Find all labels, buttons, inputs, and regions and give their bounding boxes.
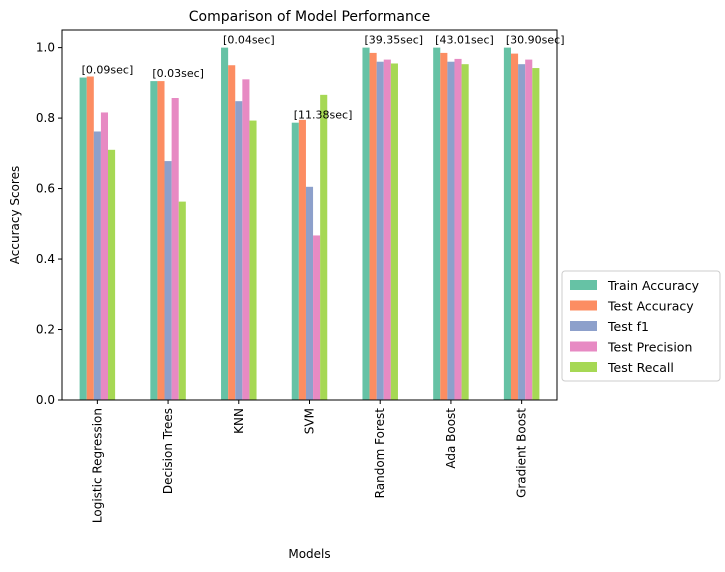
bar-test-f1-2 (235, 101, 243, 401)
bar-test-precision-3 (313, 235, 321, 400)
legend-swatch (570, 280, 597, 290)
x-axis-label: Models (288, 547, 330, 561)
time-annotation: [39.35sec] (364, 34, 423, 47)
bar-test-f1-4 (376, 61, 384, 401)
bar-test-recall-6 (532, 68, 540, 400)
bar-test-accuracy-6 (510, 53, 519, 401)
legend-label: Train Accuracy (607, 278, 700, 293)
annotations-group: [0.09sec] [0.03sec] [0.04sec] [11.38sec] [39… (82, 34, 565, 122)
legend: Train Accuracy Test Accuracy Test f1 Test P… (561, 270, 721, 382)
bar-test-accuracy-1 (157, 81, 165, 400)
bar-test-f1-3 (305, 186, 314, 400)
legend-swatch (570, 321, 597, 331)
bar-test-precision-0 (100, 112, 109, 401)
y-tick-label: 0.8 (36, 111, 55, 125)
bar-test-accuracy-3 (298, 119, 306, 401)
x-tick-label: Ada Boost (444, 408, 458, 469)
y-axis-label: Accuracy Scores (8, 166, 22, 264)
bar-train-accuracy-0 (79, 77, 87, 400)
y-tick-label: 0.2 (36, 323, 55, 337)
y-tick-label: 0.4 (36, 252, 55, 266)
x-tick-label: Gradient Boost (515, 408, 529, 498)
bars-group (79, 47, 540, 401)
bar-test-precision-5 (454, 58, 462, 401)
y-axis: 0.0 0.2 0.4 0.6 0.8 1.0 (36, 41, 62, 407)
legend-swatch (570, 341, 597, 352)
bar-test-recall-5 (461, 64, 469, 401)
bar-test-accuracy-0 (86, 76, 94, 400)
time-annotation: [30.90sec] (506, 34, 565, 47)
bar-test-precision-1 (171, 98, 179, 400)
bar-train-accuracy-4 (362, 47, 370, 401)
bar-train-accuracy-5 (433, 47, 441, 401)
y-tick-label: 0.6 (36, 182, 55, 196)
x-tick-label: Decision Trees (161, 408, 175, 494)
bar-test-recall-0 (108, 149, 116, 400)
bar-test-recall-4 (390, 63, 398, 400)
y-tick-label: 1.0 (36, 41, 55, 55)
bar-test-accuracy-5 (440, 52, 448, 401)
bar-test-f1-5 (447, 61, 455, 401)
bar-train-accuracy-2 (221, 47, 229, 401)
bar-test-precision-4 (383, 59, 391, 400)
bar-test-accuracy-4 (369, 52, 377, 401)
time-annotation: [11.38sec] (294, 109, 353, 122)
time-annotation: [0.04sec] (223, 34, 275, 47)
y-tick-label: 0.0 (36, 393, 55, 407)
bar-test-precision-2 (242, 79, 250, 400)
bar-test-f1-6 (518, 64, 526, 401)
bar-test-f1-0 (93, 131, 101, 401)
time-annotation: [0.09sec] (82, 64, 134, 77)
x-tick-label: Logistic Regression (90, 408, 104, 523)
time-annotation: [43.01sec] (435, 34, 494, 47)
x-tick-label: Random Forest (373, 408, 387, 499)
legend-swatch (570, 362, 597, 372)
legend-label: Test Precision (607, 340, 692, 355)
legend-swatch (570, 300, 597, 311)
bar-train-accuracy-1 (150, 81, 158, 400)
bar-test-precision-6 (525, 59, 533, 400)
bar-train-accuracy-3 (291, 122, 299, 401)
x-tick-label: SVM (303, 408, 317, 434)
bar-test-recall-3 (320, 94, 328, 400)
time-annotation: [0.03sec] (152, 67, 204, 80)
bar-train-accuracy-6 (503, 47, 511, 401)
legend-box (561, 270, 721, 382)
chart-title: Comparison of Model Performance (189, 9, 430, 25)
legend-label: Test Accuracy (607, 299, 694, 314)
bar-test-accuracy-2 (228, 65, 236, 401)
bar-test-f1-1 (164, 161, 172, 400)
bar-test-recall-1 (178, 201, 186, 400)
x-tick-label: KNN (232, 408, 246, 434)
legend-label: Test f1 (607, 319, 649, 334)
x-axis: Logistic Regression Decision Trees KNN SVM R… (90, 400, 529, 523)
legend-label: Test Recall (607, 360, 674, 375)
bar-test-recall-2 (249, 120, 257, 400)
